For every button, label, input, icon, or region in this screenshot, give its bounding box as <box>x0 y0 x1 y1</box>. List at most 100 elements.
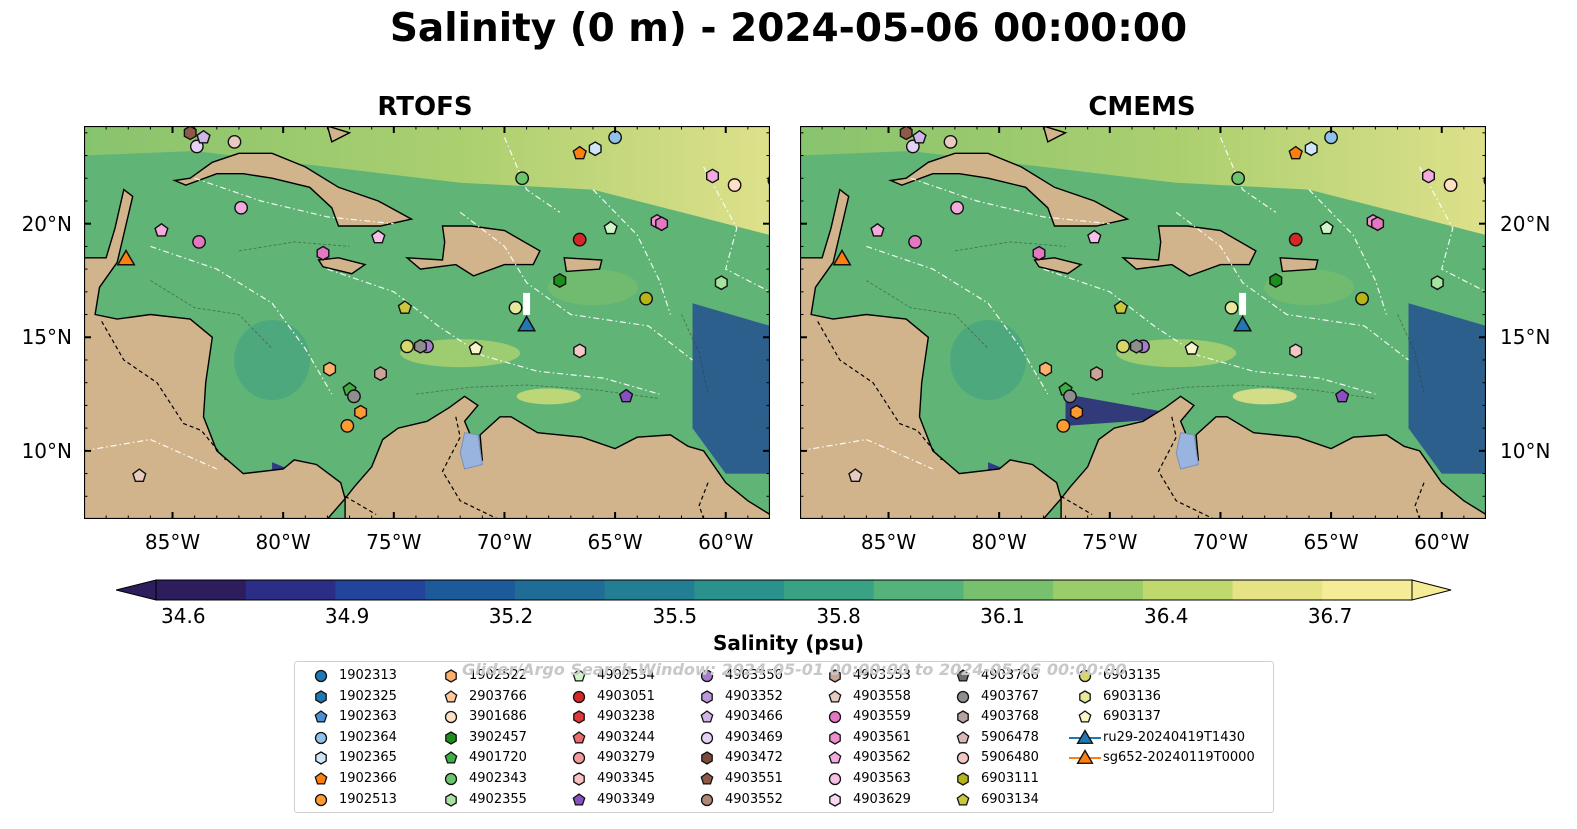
float-marker[interactable] <box>154 222 169 237</box>
float-marker[interactable] <box>316 245 330 261</box>
colorbar-tick-label: 35.8 <box>816 604 861 628</box>
glider-track <box>1239 292 1247 315</box>
float-marker[interactable] <box>1032 245 1046 261</box>
float-marker[interactable] <box>1184 341 1199 355</box>
float-marker[interactable] <box>950 200 965 215</box>
glider-marker[interactable] <box>517 314 537 332</box>
lon-tick-label: 65°W <box>1303 530 1359 554</box>
float-marker[interactable] <box>1324 130 1338 145</box>
lat-tick-label: 15°N <box>1500 325 1551 350</box>
float-marker[interactable] <box>400 339 414 354</box>
float-marker[interactable] <box>323 361 337 377</box>
float-marker[interactable] <box>714 275 728 291</box>
float-marker[interactable] <box>553 272 567 289</box>
map-frame <box>84 126 770 519</box>
float-marker[interactable] <box>374 366 387 382</box>
float-marker[interactable] <box>573 343 587 359</box>
float-marker[interactable] <box>655 216 669 232</box>
float-marker[interactable] <box>848 468 863 482</box>
float-marker[interactable] <box>1129 338 1143 354</box>
float-marker[interactable] <box>354 404 368 420</box>
float-marker[interactable] <box>1422 168 1435 184</box>
float-marker[interactable] <box>1063 389 1077 404</box>
legend: 1902313 1902325 1902363 1902364 1902365 19023… <box>294 661 1274 813</box>
float-marker[interactable] <box>468 341 483 355</box>
float-marker[interactable] <box>1113 300 1129 314</box>
float-marker[interactable] <box>340 418 355 433</box>
float-marker[interactable] <box>1289 343 1303 359</box>
legend-marker-icon <box>572 669 586 682</box>
float-marker[interactable] <box>1231 171 1246 186</box>
float-marker[interactable] <box>1319 220 1334 235</box>
float-marker[interactable] <box>639 291 653 306</box>
float-marker[interactable] <box>192 234 206 249</box>
float-marker[interactable] <box>132 468 147 482</box>
legend-label: 1902365 <box>339 750 397 766</box>
lon-tick-label: 60°W <box>698 530 754 554</box>
float-marker[interactable] <box>234 200 249 215</box>
float-marker[interactable] <box>347 389 361 404</box>
float-marker[interactable] <box>1288 145 1303 160</box>
float-marker[interactable] <box>706 168 719 184</box>
float-marker[interactable] <box>1443 178 1458 192</box>
float-marker[interactable] <box>1334 388 1350 403</box>
float-marker[interactable] <box>1371 216 1385 232</box>
float-marker[interactable] <box>508 300 523 315</box>
float-marker[interactable] <box>371 229 386 244</box>
float-marker[interactable] <box>1430 275 1444 291</box>
glider-marker[interactable] <box>1233 314 1253 332</box>
float-marker[interactable] <box>1224 300 1239 315</box>
legend-label: 4902343 <box>469 771 527 786</box>
float-marker[interactable] <box>1039 361 1053 377</box>
float-marker[interactable] <box>1355 291 1369 306</box>
float-marker[interactable] <box>908 234 922 249</box>
legend-marker-icon <box>829 731 841 745</box>
lon-tick-label: 85°W <box>144 530 201 554</box>
float-marker[interactable] <box>515 171 530 186</box>
float-marker[interactable] <box>1269 272 1283 289</box>
float-marker[interactable] <box>943 135 958 149</box>
float-marker[interactable] <box>183 126 197 141</box>
float-marker[interactable] <box>870 222 885 237</box>
legend-label: 4903768 <box>981 709 1039 725</box>
float-marker[interactable] <box>608 130 622 145</box>
colorbar-label: Salinity (psu) <box>712 631 864 655</box>
legend-label: 4903559 <box>853 709 911 725</box>
legend-label: 4901720 <box>469 750 527 766</box>
glider-marker[interactable] <box>832 248 852 266</box>
float-marker[interactable] <box>1090 366 1103 382</box>
colorbar-segment <box>425 580 516 600</box>
float-marker[interactable] <box>413 338 427 354</box>
glider-marker[interactable] <box>116 248 136 266</box>
colorbar <box>116 579 1452 601</box>
float-marker[interactable] <box>1070 404 1084 420</box>
float-marker[interactable] <box>912 129 927 144</box>
float-marker[interactable] <box>572 232 587 247</box>
map-panel-rtofs[interactable] <box>84 126 770 519</box>
legend-label: sg652-20240119T0000 <box>1103 750 1255 766</box>
float-marker[interactable] <box>588 141 602 157</box>
float-marker[interactable] <box>1087 229 1102 244</box>
legend-label: ru29-20240419T1430 <box>1103 729 1246 745</box>
colorbar-tick-label: 34.9 <box>324 604 370 628</box>
legend-label: 6903137 <box>1103 709 1161 725</box>
legend-marker-icon <box>828 751 842 764</box>
legend-marker-icon <box>956 730 970 744</box>
float-marker[interactable] <box>899 126 913 141</box>
legend-marker-icon <box>573 772 585 786</box>
legend-label: 4903244 <box>597 729 655 745</box>
float-marker[interactable] <box>196 129 211 144</box>
float-marker[interactable] <box>603 220 618 235</box>
map-panel-cmems[interactable] <box>800 126 1486 519</box>
float-marker[interactable] <box>397 300 413 314</box>
float-marker[interactable] <box>227 135 242 149</box>
float-marker[interactable] <box>572 145 587 160</box>
legend-marker-icon <box>700 669 714 683</box>
float-marker[interactable] <box>618 388 634 403</box>
lon-tick-label: 75°W <box>1082 530 1138 554</box>
float-marker[interactable] <box>1056 418 1071 433</box>
float-marker[interactable] <box>1116 339 1130 354</box>
float-marker[interactable] <box>727 178 742 192</box>
float-marker[interactable] <box>1288 232 1303 247</box>
float-marker[interactable] <box>1304 141 1318 157</box>
